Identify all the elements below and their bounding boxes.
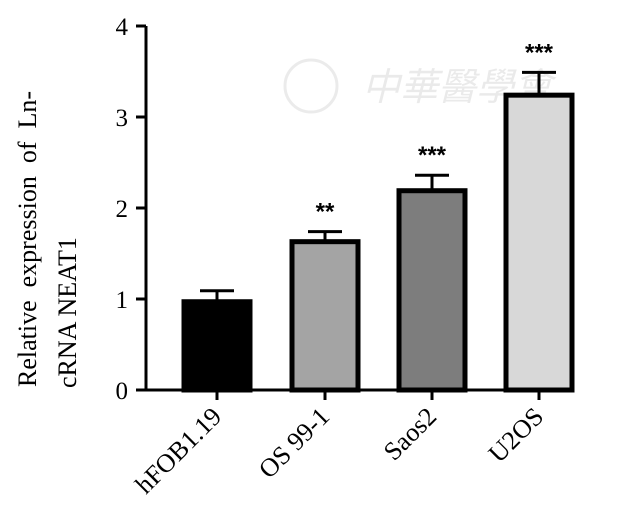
watermark-seal	[283, 58, 339, 114]
x-ticks: hFOB1.19 OS 99-1 Saos2 U2OS	[130, 390, 549, 500]
x-tick-label: Saos2	[378, 402, 442, 466]
y-tick-label: 4	[116, 14, 129, 41]
y-tick-label: 2	[116, 196, 129, 223]
x-tick-label: U2OS	[483, 402, 549, 468]
significance-markers: ********	[316, 39, 554, 225]
bar-hfob1-19	[181, 299, 253, 393]
significance-marker: **	[316, 199, 335, 226]
bar-u2os	[503, 92, 575, 393]
y-axis-label-line-1: Relative expression of Ln-	[13, 91, 42, 387]
y-tick-label: 3	[116, 105, 129, 132]
x-tick-label: hFOB1.19	[130, 402, 228, 500]
y-tick-label: 1	[116, 287, 129, 314]
bar-os-99-1	[289, 239, 361, 393]
error-bars	[200, 70, 556, 302]
y-ticks: 0 1 2 3 4	[116, 14, 146, 405]
significance-marker: ***	[418, 142, 447, 169]
bars	[181, 92, 575, 393]
x-tick-label: OS 99-1	[253, 402, 335, 484]
y-axis-label: Relative expression of Ln- cRNA NEAT1	[13, 91, 82, 388]
bar-saos2	[396, 188, 468, 393]
significance-marker: ***	[525, 39, 554, 66]
y-tick-label: 0	[116, 378, 129, 405]
y-axis-label-line-2: cRNA NEAT1	[53, 237, 82, 388]
